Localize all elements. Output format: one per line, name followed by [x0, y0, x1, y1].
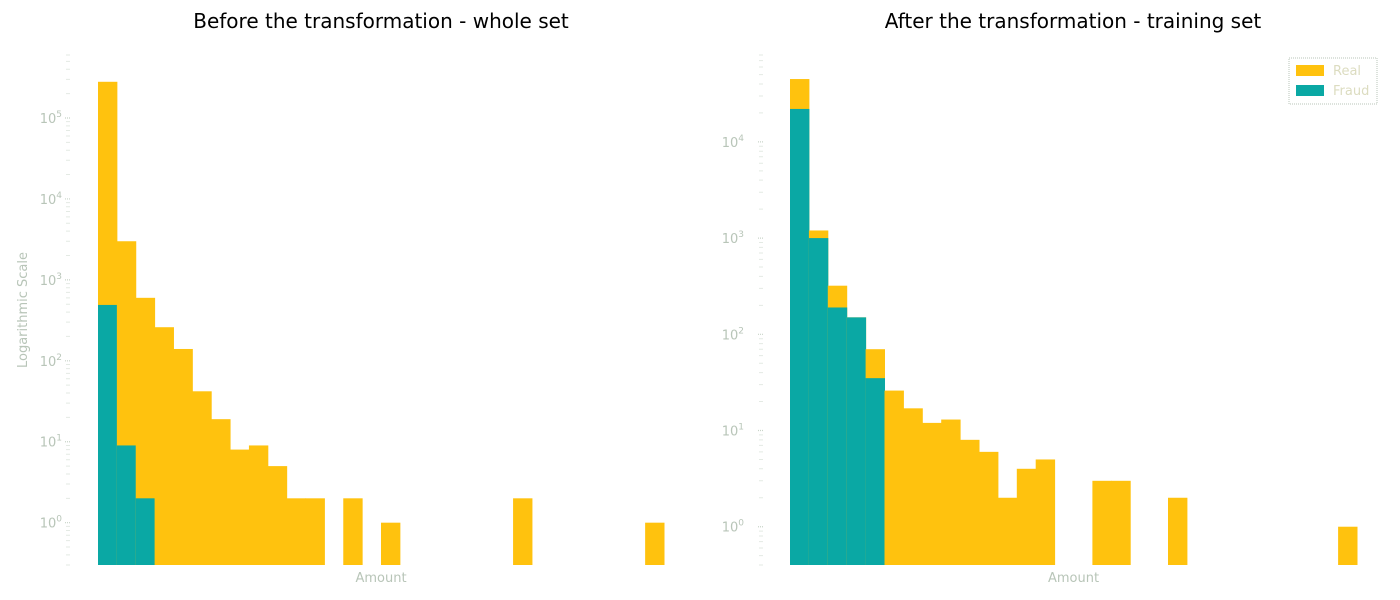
y-tick-label: 100 [40, 515, 63, 532]
y-tick-label: 102 [40, 353, 62, 370]
chart-title: After the transformation - training set [885, 9, 1262, 33]
legend-label-real: Real [1333, 64, 1361, 79]
y-tick-label: 102 [722, 326, 744, 343]
y-tick-label: 101 [40, 434, 62, 451]
y-tick-label: 105 [40, 110, 62, 127]
bar-real [211, 419, 231, 565]
bar-real [381, 522, 401, 565]
bar-real [1035, 459, 1056, 565]
bar-real [922, 422, 942, 565]
bar-real [192, 391, 212, 565]
y-tick-label: 104 [722, 134, 745, 151]
legend-label-fraud: Fraud [1333, 84, 1369, 99]
bar-real [645, 522, 665, 565]
x-axis-label: Amount [1048, 571, 1099, 586]
y-tick-label: 101 [722, 423, 744, 440]
bar-fraud [827, 307, 848, 565]
legend-swatch-real [1296, 65, 1324, 76]
bar-real [305, 498, 325, 565]
bar-real [1111, 480, 1131, 565]
bar-real [513, 498, 533, 565]
bar-fraud [116, 445, 137, 565]
bar-real [1338, 526, 1358, 565]
bar-fraud [790, 108, 810, 565]
bar-real [1092, 480, 1112, 565]
bar-fraud [98, 304, 118, 565]
x-axis-label: Amount [355, 571, 406, 586]
y-tick-label: 100 [722, 519, 745, 536]
bar-real [1168, 497, 1188, 565]
bar-real [267, 466, 288, 565]
bar-fraud [808, 238, 829, 565]
bar-real [960, 439, 980, 565]
bar-real [154, 327, 174, 565]
y-axis-label: Logarithmic Scale [16, 252, 31, 368]
chart-after-transformation: After the transformation - training set 1… [722, 9, 1378, 586]
bar-real [248, 445, 269, 565]
y-tick-label: 103 [40, 272, 62, 289]
bar-real [173, 348, 193, 565]
bar-real [286, 498, 307, 565]
legend-swatch-fraud [1296, 85, 1324, 96]
bar-real [135, 297, 156, 565]
bar-real [903, 408, 923, 565]
bar-fraud [846, 317, 867, 565]
bar-real [884, 390, 904, 565]
legend: Real Fraud [1288, 57, 1378, 105]
y-tick-label: 104 [40, 191, 63, 208]
bar-real [941, 419, 961, 565]
bar-real [979, 451, 999, 565]
bar-real [343, 498, 363, 565]
bar-fraud [865, 378, 885, 565]
bar-real [1016, 468, 1037, 565]
bar-real [997, 497, 1018, 565]
y-tick-label: 103 [722, 230, 744, 247]
chart-before-transformation: Before the transformation - whole set 100… [16, 9, 665, 586]
chart-title: Before the transformation - whole set [193, 9, 569, 33]
bar-real [230, 449, 250, 565]
bar-fraud [135, 498, 156, 565]
